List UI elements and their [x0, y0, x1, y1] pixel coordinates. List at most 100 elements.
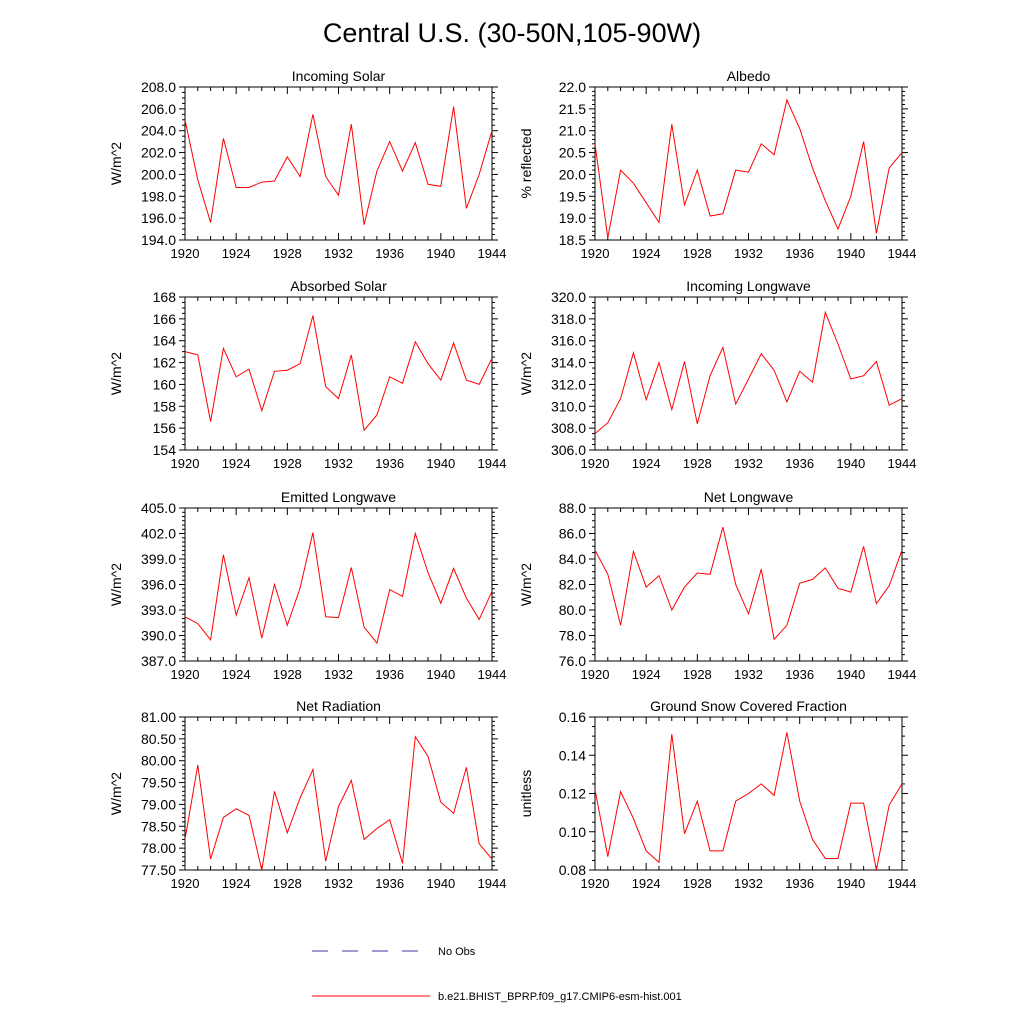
x-tick-label: 1940: [836, 456, 865, 471]
data-point: [645, 849, 648, 852]
data-point: [337, 616, 340, 619]
data-point: [183, 118, 186, 121]
data-point: [811, 166, 814, 169]
x-tick-label: 1932: [734, 667, 763, 682]
series-line: [594, 98, 903, 238]
data-point: [247, 814, 250, 817]
data-point: [299, 586, 302, 589]
data-point: [888, 803, 891, 806]
data-point: [798, 370, 801, 373]
x-tick-label: 1936: [785, 246, 814, 261]
data-point: [465, 379, 468, 382]
data-point: [875, 868, 878, 871]
plot-frame: [594, 86, 903, 241]
data-point: [363, 625, 366, 628]
data-point: [824, 311, 827, 314]
data-point: [286, 155, 289, 158]
y-tick-label: 156: [153, 420, 177, 436]
data-point: [888, 166, 891, 169]
data-point: [490, 129, 493, 132]
data-point: [888, 404, 891, 407]
y-axis-label: unitless: [518, 770, 534, 817]
y-axis-label: W/m^2: [518, 352, 534, 395]
data-point: [657, 221, 660, 224]
data-point: [773, 369, 776, 372]
x-tick-label: 1932: [324, 876, 353, 891]
x-tick-label: 1944: [888, 246, 917, 261]
data-point: [888, 584, 891, 587]
y-tick-label: 405.0: [141, 500, 176, 516]
data-point: [645, 201, 648, 204]
data-point: [247, 576, 250, 579]
data-point: [490, 858, 493, 861]
data-point: [632, 550, 635, 553]
data-point: [222, 816, 225, 819]
data-point: [350, 353, 353, 356]
data-point: [260, 181, 263, 184]
y-tick-label: 308.0: [551, 420, 586, 436]
data-point: [222, 553, 225, 556]
x-tick-label: 1940: [836, 667, 865, 682]
y-tick-label: 86.0: [559, 526, 586, 542]
data-point: [311, 768, 314, 771]
data-point: [619, 397, 622, 400]
data-point: [683, 586, 686, 589]
data-point: [375, 827, 378, 830]
y-tick-label: 402.0: [141, 526, 176, 542]
y-tick-label: 19.0: [559, 210, 586, 226]
data-point: [414, 141, 417, 144]
data-point: [247, 368, 250, 371]
y-tick-label: 84.0: [559, 551, 586, 567]
data-point: [593, 549, 596, 552]
chart-panel-6: Net Longwave W/m^2 1920 1924 1928 1932 1936 194…: [518, 489, 916, 682]
data-point: [478, 842, 481, 845]
data-point: [260, 409, 263, 412]
x-tick-label: 1932: [324, 246, 353, 261]
data-point: [490, 590, 493, 593]
chart-panel-5: Emitted Longwave W/m^2 1920 1924 1928 1932 193…: [108, 489, 506, 682]
data-point: [709, 214, 712, 217]
x-tick-label: 1924: [632, 876, 661, 891]
data-point: [900, 151, 903, 154]
data-point: [222, 137, 225, 140]
data-point: [785, 99, 788, 102]
y-tick-label: 166: [153, 311, 177, 327]
data-point: [324, 175, 327, 178]
x-tick-label: 1920: [171, 456, 200, 471]
data-point: [337, 194, 340, 197]
y-axis-label: W/m^2: [108, 142, 124, 185]
y-tick-label: 78.0: [559, 628, 586, 644]
data-point: [183, 350, 186, 353]
x-tick-label: 1920: [581, 667, 610, 682]
x-tick-label: 1928: [273, 876, 302, 891]
y-tick-label: 0.08: [559, 862, 586, 878]
y-tick-label: 162: [153, 355, 177, 371]
x-tick-label: 1920: [171, 246, 200, 261]
data-point: [593, 142, 596, 145]
data-point: [593, 788, 596, 791]
data-point: [209, 858, 212, 861]
data-point: [414, 340, 417, 343]
y-tick-label: 204.0: [141, 123, 176, 139]
x-tick-label: 1944: [478, 667, 507, 682]
y-tick-label: 312.0: [551, 376, 586, 392]
y-tick-label: 80.50: [141, 731, 176, 747]
data-point: [235, 614, 238, 617]
data-point: [836, 228, 839, 231]
x-tick-label: 1924: [222, 876, 251, 891]
data-point: [363, 429, 366, 432]
data-point: [734, 583, 737, 586]
data-point: [657, 361, 660, 364]
y-tick-label: 387.0: [141, 653, 176, 669]
data-point: [222, 347, 225, 350]
y-tick-label: 320.0: [551, 289, 586, 305]
y-tick-label: 80.00: [141, 753, 176, 769]
panel-title: Albedo: [727, 68, 771, 84]
series-line: [594, 526, 903, 641]
x-tick-label: 1928: [273, 667, 302, 682]
y-tick-label: 77.50: [141, 862, 176, 878]
data-point: [465, 597, 468, 600]
data-point: [401, 170, 404, 173]
data-point: [773, 794, 776, 797]
